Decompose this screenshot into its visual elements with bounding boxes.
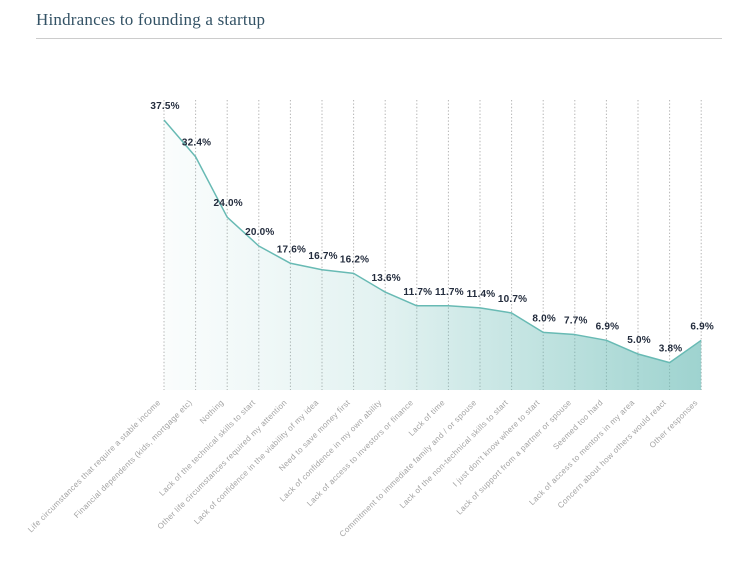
value-label: 6.9% [690, 321, 714, 332]
value-label: 17.6% [277, 244, 306, 255]
x-axis-label: Financial dependents (kids, mortgage etc… [72, 398, 194, 520]
value-label: 3.8% [659, 344, 683, 355]
value-label: 11.7% [435, 287, 464, 298]
value-label: 11.7% [403, 287, 432, 298]
value-label: 6.9% [596, 321, 620, 332]
value-labels: 37.5% 32.4% 24.0% 20.0%17.6%16.7% 16.2%13.6%… [150, 101, 714, 355]
value-label: 5.0% [627, 335, 651, 346]
area-fill [164, 120, 702, 390]
x-axis-label: Lack of support from a partner or spouse [455, 398, 574, 517]
chart-title: Hindrances to founding a startup [36, 10, 266, 29]
trend-line [163, 119, 702, 364]
value-label: 37.5% [150, 101, 179, 112]
value-label: 13.6% [372, 273, 401, 284]
value-label: 32.4% [182, 138, 211, 149]
value-label: 10.7% [498, 294, 527, 305]
value-label: 16.7% [308, 251, 337, 262]
value-label: 7.7% [564, 316, 588, 327]
value-label: 8.0% [532, 313, 556, 324]
x-axis-label: Nothing [198, 398, 226, 426]
value-label: 16.2% [340, 254, 369, 265]
value-label: 20.0% [245, 227, 274, 238]
x-axis-label: Life circumstances that require a stable… [26, 398, 162, 534]
x-axis-labels: Life circumstances that require a stable… [26, 398, 699, 539]
value-label: 11.4% [467, 289, 496, 300]
value-label: 24.0% [214, 198, 243, 209]
title-divider [36, 38, 722, 39]
